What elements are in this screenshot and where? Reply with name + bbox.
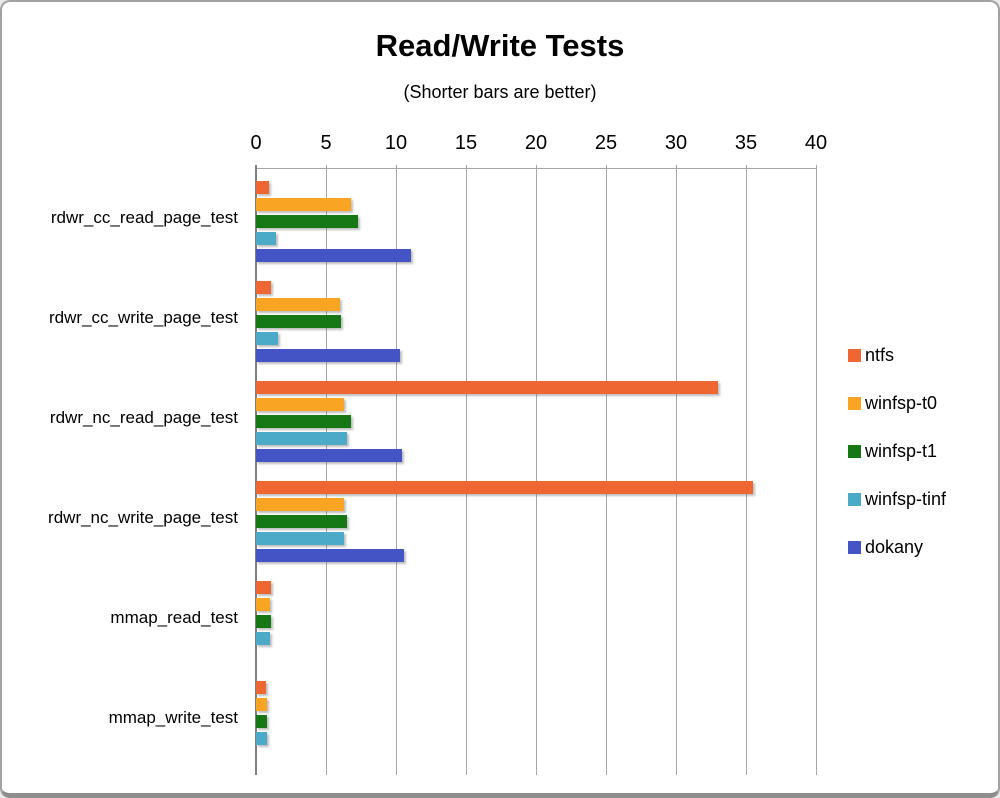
bar-group: [256, 369, 816, 469]
category-label: mmap_write_test: [108, 708, 238, 727]
gridline: [816, 165, 817, 775]
bar-winfsp-tinf: [256, 632, 270, 645]
bar-dokany: [256, 449, 402, 462]
bar-winfsp-tinf: [256, 232, 276, 245]
legend-item: winfsp-t1: [848, 441, 946, 462]
bar-winfsp-tinf: [256, 332, 279, 345]
chart-subtitle: (Shorter bars are better): [403, 82, 597, 102]
category-label: rdwr_cc_read_page_test: [50, 208, 238, 227]
category-label: rdwr_nc_write_page_test: [48, 508, 238, 527]
category-label: rdwr_cc_write_page_test: [49, 308, 238, 327]
y-axis-line: [255, 165, 257, 775]
bar-winfsp-t1: [256, 215, 359, 228]
bar-ntfs: [256, 581, 272, 594]
legend-label: winfsp-t0: [865, 393, 938, 413]
bar-group: [256, 569, 816, 669]
x-axis-tick-label: 0: [250, 132, 262, 154]
bar-winfsp-t0: [256, 398, 345, 411]
bar-group: [256, 269, 816, 369]
legend-item: winfsp-tinf: [848, 489, 946, 510]
gridline: [326, 165, 327, 775]
bar-winfsp-tinf: [256, 432, 347, 445]
x-axis-tick-label: 10: [384, 132, 408, 154]
bar-winfsp-t1: [256, 315, 342, 328]
bar-winfsp-t0: [256, 498, 345, 511]
gridline: [606, 165, 607, 775]
legend-item: ntfs: [848, 345, 946, 366]
bar-winfsp-t1: [256, 515, 347, 528]
category-label: mmap_read_test: [110, 608, 238, 627]
bar-dokany: [256, 349, 401, 362]
x-axis: 0 5 10 15 20 25 30 35 40: [250, 132, 827, 158]
bar-dokany: [256, 549, 405, 562]
x-axis-tick-label: 30: [664, 132, 688, 154]
gridline: [396, 165, 397, 775]
legend-swatch-icon: [848, 445, 861, 458]
bar-winfsp-tinf: [256, 532, 345, 545]
plot-area: [255, 165, 817, 775]
x-axis-tick-label: 5: [320, 132, 332, 154]
bar-winfsp-t1: [256, 715, 268, 728]
bar-ntfs: [256, 181, 269, 194]
bar-group: [256, 469, 816, 569]
legend-label: dokany: [865, 537, 924, 557]
x-axis-tick-label: 25: [594, 132, 618, 154]
x-axis-tick-label: 20: [524, 132, 548, 154]
bar-winfsp-t0: [256, 298, 340, 311]
bar-winfsp-t0: [256, 698, 268, 711]
bar-ntfs: [256, 681, 266, 694]
legend-label: winfsp-t1: [865, 441, 938, 461]
x-axis-tick-label: 35: [734, 132, 758, 154]
bar-winfsp-tinf: [256, 732, 268, 745]
gridline: [676, 165, 677, 775]
legend: ntfs winfsp-t0 winfsp-t1 winfsp-tinf dokany: [848, 345, 946, 558]
chart-title: Read/Write Tests: [375, 28, 625, 63]
legend-swatch-icon: [848, 349, 861, 362]
bar-group: [256, 669, 816, 769]
gridline: [746, 165, 747, 775]
gridline: [536, 165, 537, 775]
legend-swatch-icon: [848, 493, 861, 506]
bar-group: [256, 169, 816, 269]
legend-swatch-icon: [848, 541, 861, 554]
legend-item: winfsp-t0: [848, 393, 946, 414]
bar-winfsp-t1: [256, 415, 352, 428]
bar-winfsp-t0: [256, 198, 352, 211]
category-label: rdwr_nc_read_page_test: [49, 408, 238, 427]
bar-winfsp-t1: [256, 615, 272, 628]
bar-winfsp-t0: [256, 598, 270, 611]
legend-swatch-icon: [848, 397, 861, 410]
legend-label: ntfs: [865, 345, 895, 365]
x-axis-tick-label: 15: [454, 132, 478, 154]
y-axis-category-labels: rdwr_cc_read_page_test rdwr_cc_write_page…: [2, 168, 246, 768]
x-axis-tick-label: 40: [804, 132, 828, 154]
legend-label: winfsp-tinf: [865, 489, 947, 509]
bar-ntfs: [256, 381, 718, 394]
legend-item: dokany: [848, 537, 946, 558]
bar-ntfs: [256, 281, 272, 294]
bar-ntfs: [256, 481, 753, 494]
gridline: [466, 165, 467, 775]
bar-dokany: [256, 249, 412, 262]
